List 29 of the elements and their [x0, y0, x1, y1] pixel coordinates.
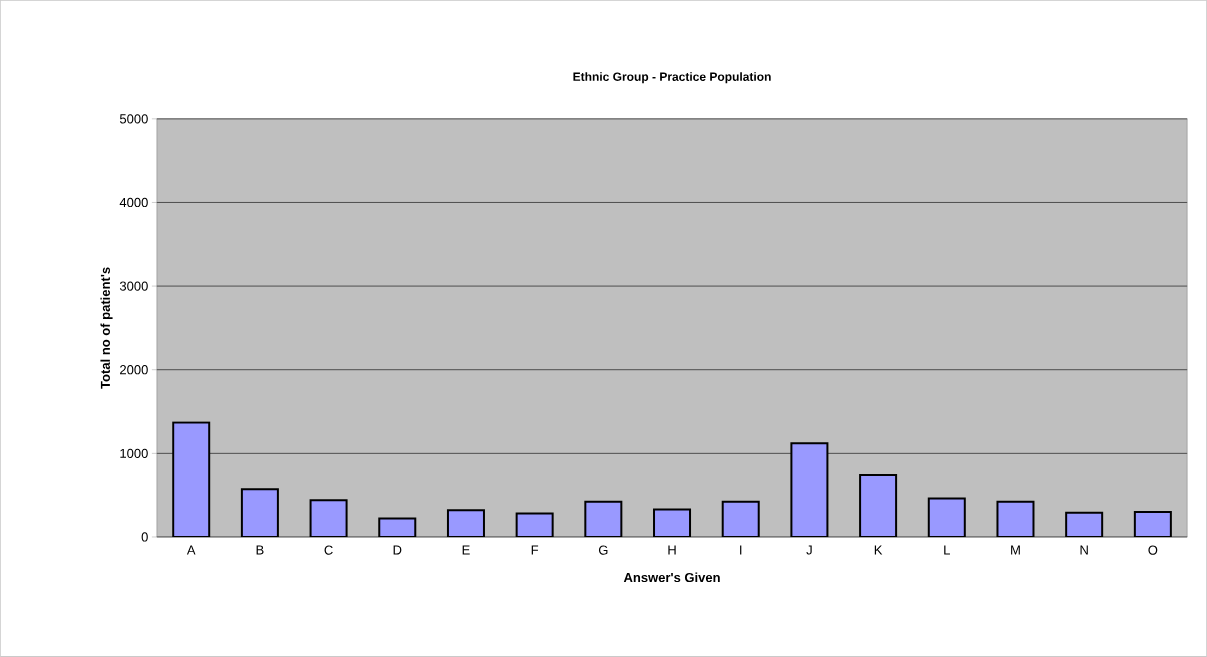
y-tick-label: 0	[141, 532, 148, 542]
x-tick-label: L	[944, 545, 950, 555]
x-tick-label: J	[806, 545, 812, 555]
x-tick-label: G	[598, 545, 608, 555]
bar	[790, 442, 829, 538]
bar	[172, 421, 211, 538]
x-tick-label: C	[324, 545, 333, 555]
x-tick-label: D	[393, 545, 402, 555]
x-tick-label: O	[1148, 545, 1158, 555]
x-tick-label: A	[186, 545, 196, 555]
y-tick-label: 2000	[120, 365, 148, 375]
x-tick-label: N	[1080, 545, 1088, 555]
y-tick-label: 3000	[119, 281, 148, 291]
y-axis-title: Total no of patient's	[100, 267, 113, 389]
bar	[309, 499, 348, 538]
bar	[240, 488, 279, 538]
x-tick-label: F	[531, 545, 539, 555]
y-tick-label: 1000	[120, 448, 148, 459]
chart-title: Ethnic Group - Practice Population	[573, 72, 771, 84]
x-tick-label: K	[874, 545, 883, 555]
x-tick-label: E	[462, 545, 470, 555]
x-tick-label: B	[256, 545, 264, 555]
x-tick-label: I	[740, 545, 742, 555]
bar	[859, 474, 898, 538]
y-tick-label: 5000	[119, 114, 148, 124]
x-tick-label: H	[668, 545, 676, 555]
x-tick-label: M	[1011, 545, 1020, 555]
x-axis-title: Answer's Given	[623, 572, 720, 583]
y-tick-label: 4000	[119, 197, 148, 208]
